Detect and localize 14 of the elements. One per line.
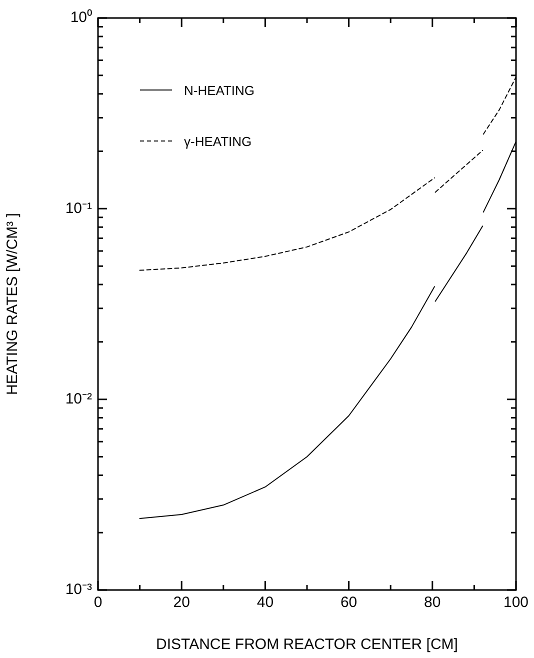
y-axis-title: HEATING RATES [W/CM³ ] xyxy=(4,213,22,395)
x-tick-label: 20 xyxy=(173,594,190,612)
y-tick-label: 10⁻¹ xyxy=(65,200,92,217)
legend-label: N-HEATING xyxy=(184,82,255,98)
x-tick-label: 100 xyxy=(503,594,529,612)
y-tick-label: 10⁻³ xyxy=(65,581,92,598)
x-tick-label: 40 xyxy=(256,594,274,612)
x-tick-label: 60 xyxy=(340,594,358,612)
x-tick-label: 80 xyxy=(424,594,441,612)
legend-label: γ-HEATING xyxy=(184,134,252,148)
y-tick-label: 10⁻² xyxy=(65,390,92,408)
x-tick-label: 0 xyxy=(94,594,102,612)
x-axis-title: DISTANCE FROM REACTOR CENTER [CM] xyxy=(156,636,458,654)
y-tick-label: 10⁰ xyxy=(70,9,92,26)
